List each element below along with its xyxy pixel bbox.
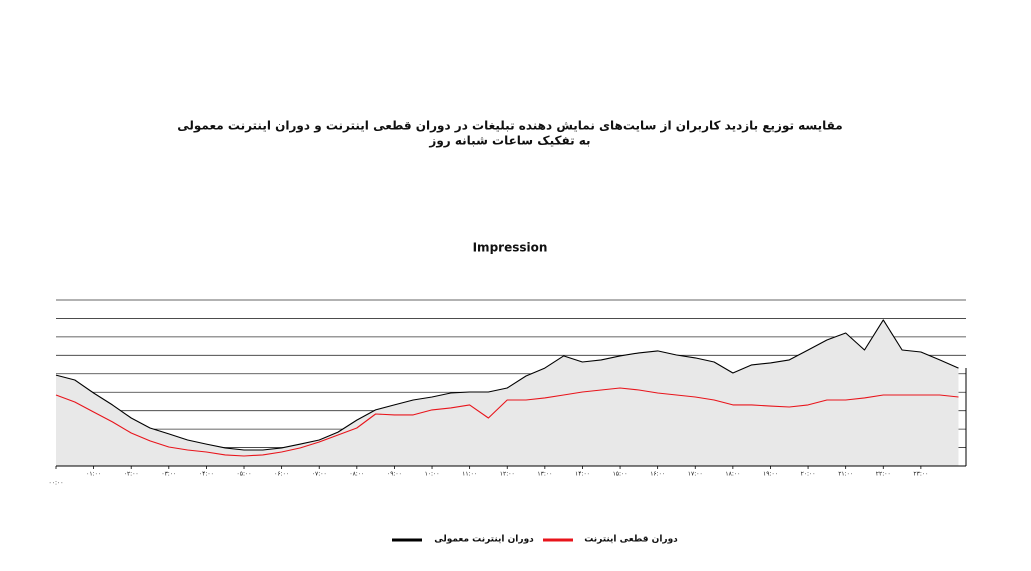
- x-tick-label: ۰۳:۰۰: [161, 471, 176, 478]
- legend-label: دوران اینترنت معمولی: [434, 535, 534, 545]
- x-tick-label: ۱۰:۰۰: [425, 471, 440, 478]
- x-tick-label: ۱۲:۰۰: [500, 471, 515, 478]
- line: [55, 387, 959, 457]
- plot-title: Impression: [473, 241, 548, 255]
- x-tick-label: ۰۴:۰۰: [199, 471, 214, 478]
- x-tick-label: ۰۱:۰۰: [86, 471, 101, 478]
- x-tick-label: ۰۶:۰۰: [274, 471, 289, 478]
- x-tick-label: ۰۰:۰۰: [49, 480, 64, 487]
- x-tick-label: ۱۴:۰۰: [575, 471, 590, 478]
- x-tick-label: ۲۰:۰۰: [801, 471, 816, 478]
- x-tick-label: ۰۹:۰۰: [387, 471, 402, 478]
- chart-title: مقایسه توزیع بازدید کاربران از سایت‌های …: [177, 119, 842, 134]
- x-tick-label: ۰۷:۰۰: [312, 471, 327, 478]
- x-tick-label: ۱۵:۰۰: [613, 471, 628, 478]
- legend-label: دوران قطعی اینترنت: [584, 535, 678, 545]
- x-tick-label: ۱۷:۰۰: [688, 471, 703, 478]
- x-tick-label: ۱۱:۰۰: [462, 471, 477, 478]
- x-tick-label: ۰۸:۰۰: [349, 471, 364, 478]
- x-tick-label: ۰۲:۰۰: [124, 471, 139, 478]
- x-tick-label: ۱۸:۰۰: [725, 471, 740, 478]
- x-tick-label: ۱۳:۰۰: [537, 471, 552, 478]
- area: [56, 319, 959, 466]
- x-tick-label: ۱۹:۰۰: [763, 471, 778, 478]
- x-tick-label: ۰۵:۰۰: [237, 471, 252, 478]
- x-tick-label: ۲۲:۰۰: [876, 471, 891, 478]
- chart-subtitle: به تفکیک ساعات شبانه روز: [428, 134, 590, 149]
- x-tick-label: ۲۳:۰۰: [913, 471, 928, 478]
- x-tick-label: ۱۶:۰۰: [650, 471, 665, 478]
- x-tick-label: ۲۱:۰۰: [838, 471, 853, 478]
- line: [55, 319, 959, 451]
